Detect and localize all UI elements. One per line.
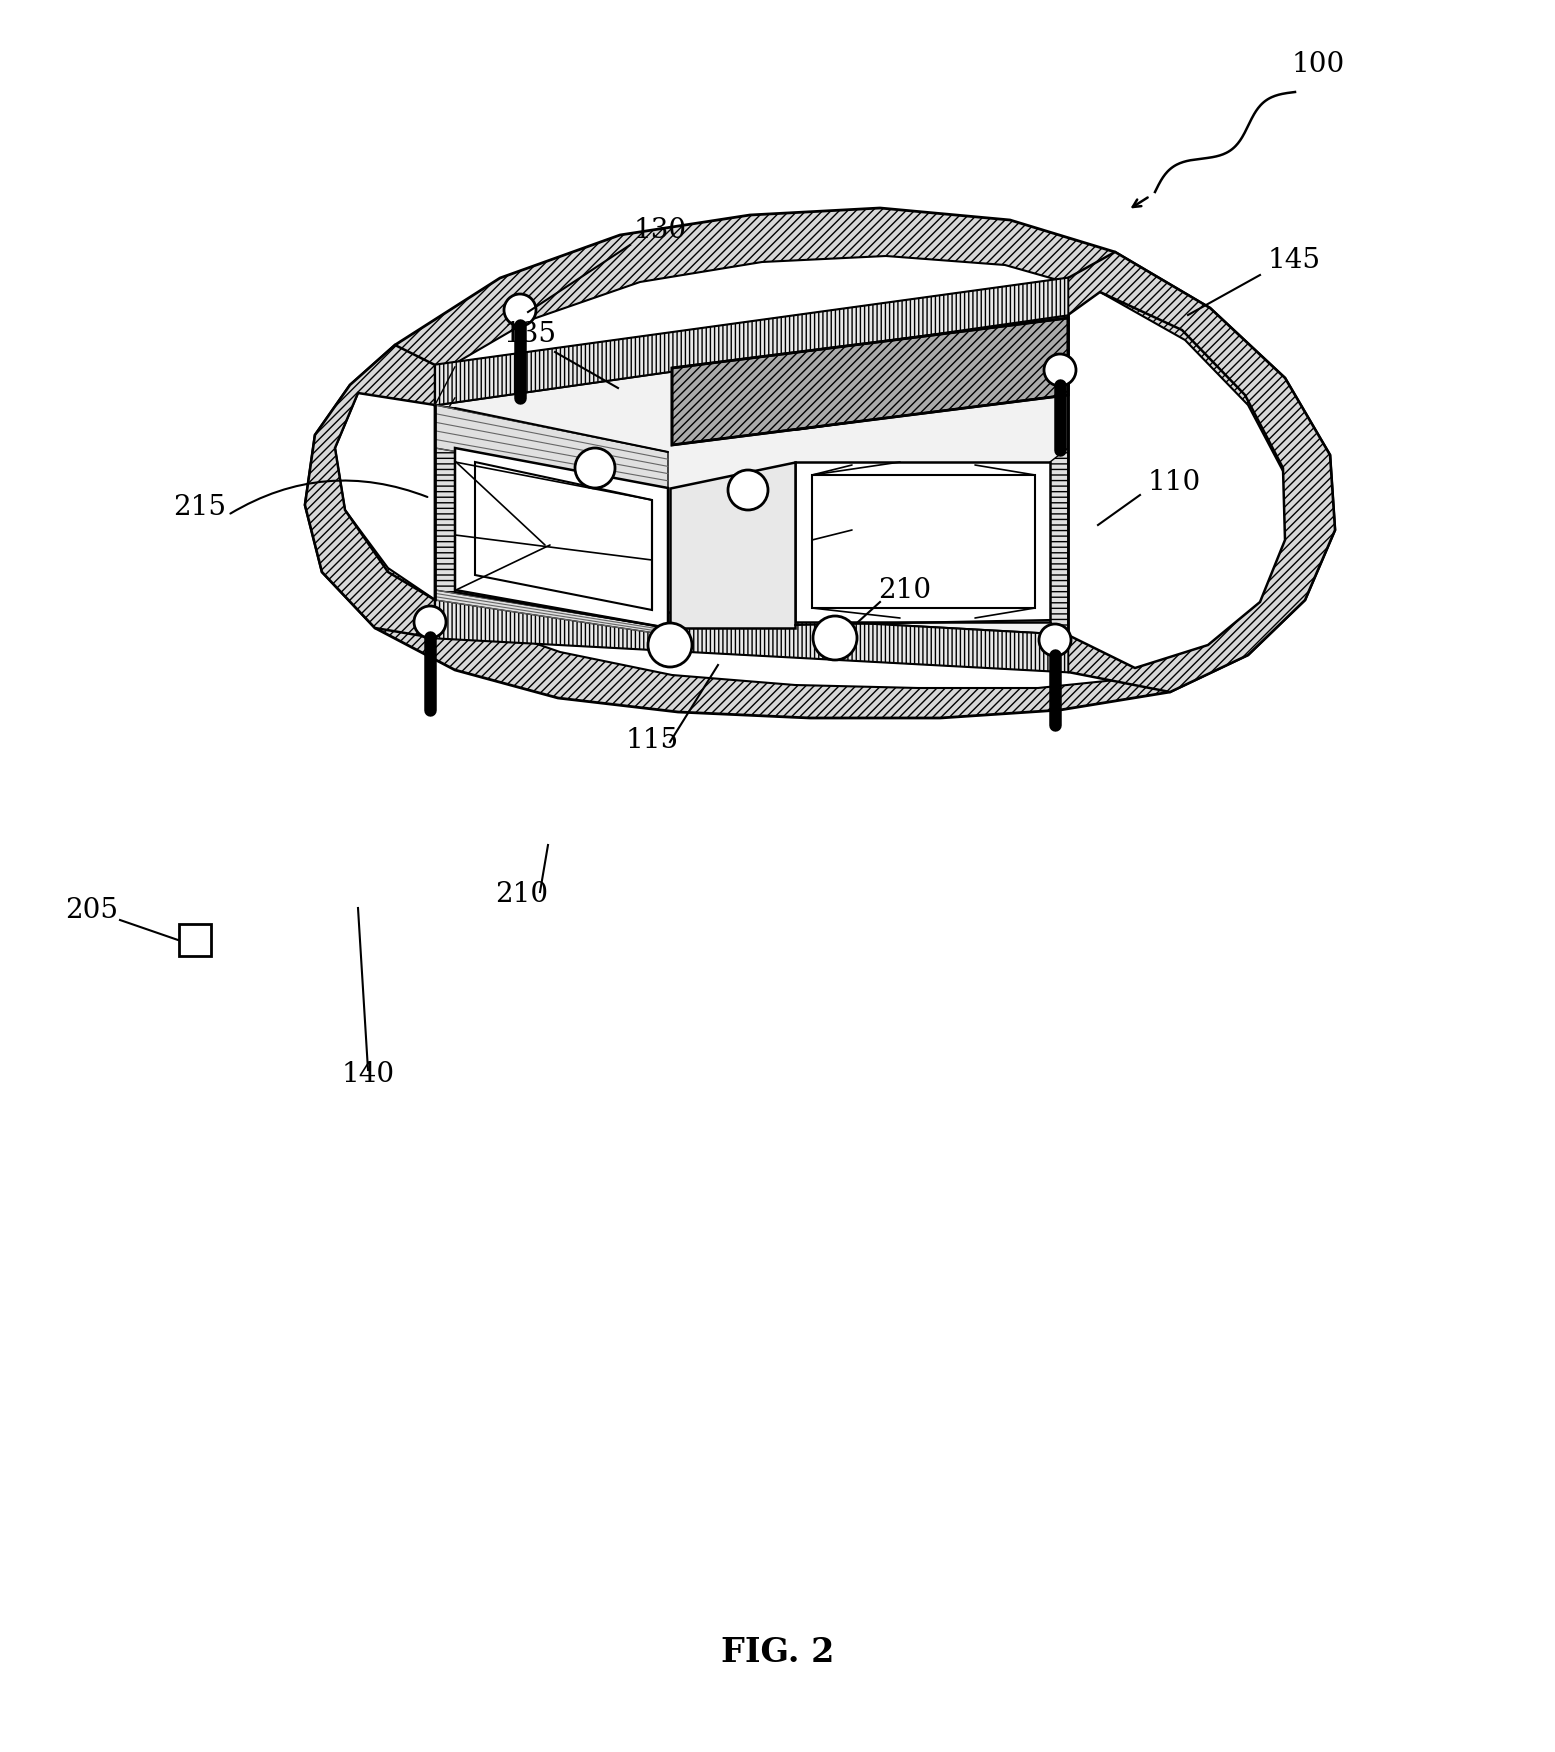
Polygon shape bbox=[795, 463, 1050, 622]
Circle shape bbox=[813, 617, 857, 661]
Polygon shape bbox=[435, 599, 1068, 673]
Polygon shape bbox=[456, 449, 669, 627]
Polygon shape bbox=[435, 590, 669, 634]
Polygon shape bbox=[334, 256, 1286, 689]
Text: 210: 210 bbox=[496, 881, 549, 908]
Polygon shape bbox=[670, 463, 795, 627]
Polygon shape bbox=[812, 475, 1036, 608]
Text: 135: 135 bbox=[504, 321, 557, 349]
Circle shape bbox=[575, 449, 614, 489]
Text: 130: 130 bbox=[633, 217, 687, 244]
Polygon shape bbox=[435, 599, 1068, 673]
Polygon shape bbox=[179, 923, 211, 957]
Polygon shape bbox=[1050, 449, 1068, 634]
Text: 215: 215 bbox=[174, 494, 227, 520]
Text: FIG. 2: FIG. 2 bbox=[722, 1636, 835, 1668]
Polygon shape bbox=[474, 463, 652, 610]
Text: 145: 145 bbox=[1267, 247, 1322, 273]
Text: 115: 115 bbox=[625, 727, 678, 753]
Polygon shape bbox=[435, 279, 1068, 405]
Circle shape bbox=[1043, 354, 1076, 385]
Polygon shape bbox=[435, 405, 669, 489]
Circle shape bbox=[414, 606, 446, 638]
Polygon shape bbox=[435, 279, 1068, 405]
Text: 210: 210 bbox=[879, 576, 931, 604]
Polygon shape bbox=[435, 405, 456, 599]
Text: 110: 110 bbox=[1148, 470, 1202, 496]
Circle shape bbox=[648, 624, 692, 668]
Text: 140: 140 bbox=[342, 1062, 395, 1088]
Circle shape bbox=[504, 294, 536, 326]
Polygon shape bbox=[305, 345, 435, 638]
Circle shape bbox=[1039, 624, 1071, 655]
Polygon shape bbox=[1068, 252, 1336, 692]
Polygon shape bbox=[435, 315, 1068, 634]
Text: 205: 205 bbox=[65, 897, 118, 923]
Text: 100: 100 bbox=[1291, 51, 1345, 79]
Polygon shape bbox=[672, 319, 1068, 445]
Polygon shape bbox=[305, 208, 1336, 718]
Circle shape bbox=[728, 470, 768, 510]
